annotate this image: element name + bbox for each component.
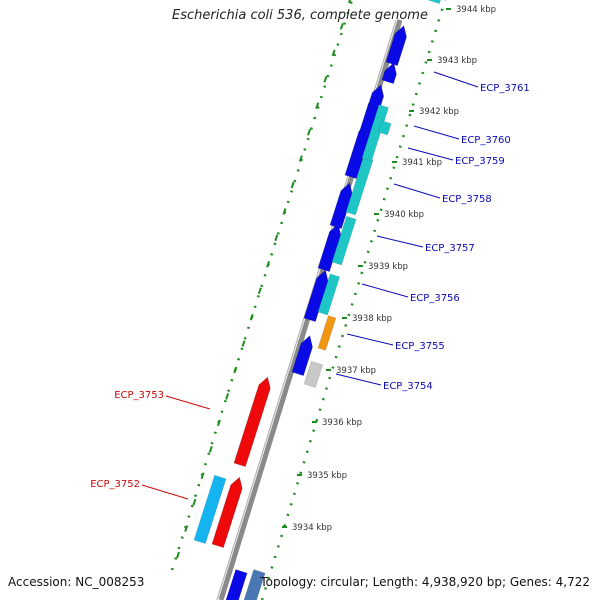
scale-tick-mark <box>331 49 336 57</box>
gene-label-forward: ECP_3757 <box>425 243 475 254</box>
genome-title: Escherichia coli 536, complete genome <box>172 8 428 23</box>
scale-tick-mark <box>290 181 295 189</box>
accession-text: Accession: NC_008253 <box>8 575 145 589</box>
scale-tick-mark <box>257 287 262 295</box>
gene-label-forward: ECP_3755 <box>395 341 445 352</box>
kbp-tick-label: 3938 kbp <box>352 314 392 324</box>
cyan-feature <box>317 273 341 316</box>
scale-tick-mark <box>200 472 205 480</box>
kbp-tick-label: 3944 kbp <box>456 5 496 15</box>
reverse-cds-arrow <box>233 376 271 468</box>
gene-leader-line <box>361 283 409 298</box>
kbp-tick-label: 3936 kbp <box>322 418 362 428</box>
cyan-feature <box>345 156 374 216</box>
kbp-tick-label: 3940 kbp <box>384 210 424 220</box>
light-blue-feature <box>193 474 227 545</box>
gene-label-forward: ECP_3759 <box>455 156 505 167</box>
cyan-feature <box>361 104 389 162</box>
gene-leader-line <box>141 484 189 500</box>
scale-tick-mark <box>184 525 189 532</box>
genome-summary-text: Topology: circular; Length: 4,938,920 bp… <box>260 575 590 589</box>
scale-tick-mark <box>348 0 352 4</box>
forward-cds-arrow <box>385 25 407 67</box>
gray-feature <box>303 360 324 389</box>
gene-label-forward: ECP_3756 <box>410 293 460 304</box>
forward-cds-arrow <box>329 182 353 230</box>
gene-label-forward: ECP_3758 <box>442 194 492 205</box>
scale-tick-mark <box>315 102 320 110</box>
kbp-tick-label: 3937 kbp <box>336 366 376 376</box>
scale-tick-mark <box>298 155 303 162</box>
forward-cds-arrow <box>225 569 248 600</box>
cyan-feature <box>427 0 441 5</box>
scale-tick-mark <box>208 445 213 453</box>
scale-tick-mark <box>217 419 221 427</box>
kbp-tick-label: 3935 kbp <box>307 471 347 481</box>
forward-cds-arrow <box>367 84 384 111</box>
scale-tick-mark <box>233 366 238 374</box>
gene-leader-line <box>335 373 382 386</box>
steel-blue-feature <box>243 569 266 600</box>
reverse-cds-arrow <box>211 476 243 549</box>
gene-label-forward: ECP_3760 <box>461 135 511 146</box>
gene-leader-line <box>346 333 394 346</box>
scale-tick-mark <box>241 340 246 347</box>
scale-tick-mark <box>192 498 197 506</box>
forward-cds-arrow <box>303 269 329 323</box>
gene-leader-line <box>413 125 460 140</box>
forward-cds-arrow <box>317 223 342 273</box>
gene-label-forward: ECP_3754 <box>383 381 433 392</box>
gene-leader-line <box>393 183 441 199</box>
scale-tick-mark <box>282 208 287 215</box>
gene-leader-line <box>407 147 454 161</box>
gene-leader-line <box>165 395 211 410</box>
kbp-tick-label: 3941 kbp <box>402 158 442 168</box>
forward-cds-arrow <box>291 335 313 377</box>
gene-leader-line <box>376 235 424 248</box>
kbp-tick-label: 3942 kbp <box>419 107 459 117</box>
gene-label-reverse: ECP_3752 <box>90 479 140 490</box>
kbp-tick-label: 3934 kbp <box>292 523 332 533</box>
cyan-feature <box>331 215 357 266</box>
scale-tick-mark <box>176 551 180 559</box>
gene-label-reverse: ECP_3753 <box>114 390 164 401</box>
scale-tick-mark <box>307 128 311 136</box>
scale-tick-mark <box>274 234 279 242</box>
forward-cds-arrow <box>381 62 397 85</box>
scale-tick-mark <box>323 75 328 83</box>
scale-tick-mark <box>249 313 254 321</box>
cyan-feature <box>377 120 392 136</box>
gene-leader-line <box>433 71 479 88</box>
scale-tick-mark <box>266 260 271 268</box>
scale-tick-mark <box>339 23 344 30</box>
gene-label-forward: ECP_3761 <box>480 83 530 94</box>
scale-tick-mark <box>225 393 230 400</box>
kbp-tick-label: 3939 kbp <box>368 262 408 272</box>
kbp-tick-label: 3943 kbp <box>437 56 477 66</box>
orange-feature <box>317 315 337 351</box>
